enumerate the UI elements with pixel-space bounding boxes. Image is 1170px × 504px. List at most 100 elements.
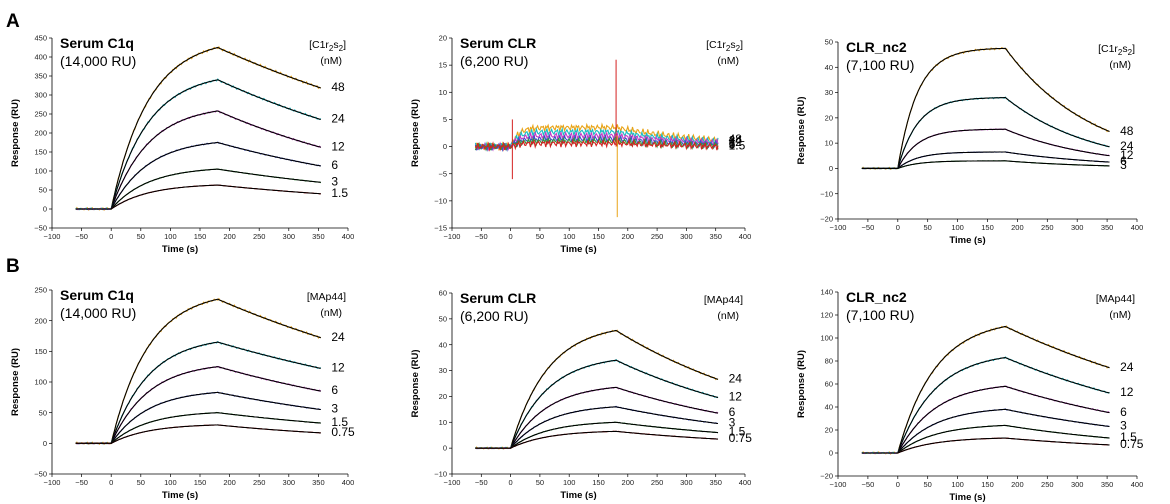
x-tick-label: 350 — [1101, 223, 1114, 232]
y-tick-label: −50 — [34, 470, 47, 479]
x-tick-label: 350 — [312, 232, 325, 241]
fit-curve-12 — [475, 359, 719, 449]
y-tick-label: 80 — [825, 357, 833, 366]
data-trace-24 — [75, 78, 322, 211]
y-tick-label: 450 — [34, 34, 47, 43]
panel-subtitle: (14,000 RU) — [60, 305, 136, 321]
x-axis-label: Time (s) — [949, 235, 985, 246]
analyte-label: [MAp44] — [307, 291, 346, 303]
panel-title: Serum CLR — [460, 290, 536, 306]
fit-curve-12 — [75, 110, 321, 210]
concentration-label: 1.5 — [331, 415, 348, 429]
y-axis-label: Response (RU) — [796, 96, 807, 164]
row-label-a: A — [6, 11, 20, 32]
y-tick-label: 150 — [34, 148, 47, 157]
y-tick-label: 20 — [825, 113, 833, 122]
y-tick-label: −20 — [820, 215, 833, 224]
concentration-label: 12 — [1120, 385, 1134, 399]
y-tick-label: 40 — [825, 403, 833, 412]
concentration-label: 0.75 — [331, 425, 355, 439]
x-tick-label: 250 — [1041, 223, 1054, 232]
panel-subtitle: (7,100 RU) — [846, 57, 914, 73]
analyte-label: [C1r2s2] — [309, 39, 346, 53]
fit-curve-24 — [861, 97, 1110, 169]
concentration-label: 24 — [331, 112, 345, 126]
fit-curve-24 — [475, 329, 719, 449]
data-trace-12 — [75, 110, 322, 211]
x-axis-label: Time (s) — [162, 490, 198, 501]
analyte-label: [MAp44] — [1096, 293, 1135, 305]
fit-curve-1.5 — [861, 424, 1110, 454]
unit-label: (nM) — [1109, 309, 1131, 321]
data-trace-6 — [75, 366, 322, 445]
fit-curve-6 — [861, 385, 1110, 454]
panel-subtitle: (6,200 RU) — [460, 53, 528, 69]
concentration-label: 12 — [331, 361, 345, 375]
y-tick-label: 250 — [34, 110, 47, 119]
x-tick-label: 150 — [981, 480, 994, 489]
x-tick-label: −100 — [444, 478, 461, 487]
x-tick-label: 350 — [709, 478, 722, 487]
concentration-label: 48 — [331, 80, 345, 94]
panel-title: Serum C1q — [60, 35, 134, 51]
x-tick-label: 300 — [283, 232, 296, 241]
y-tick-label: 50 — [439, 314, 447, 323]
fit-curve-0.75 — [75, 424, 321, 444]
unit-label: (nM) — [717, 310, 739, 322]
fit-curve-1.5 — [75, 412, 321, 444]
data-trace-24 — [474, 126, 719, 151]
concentration-label: 6 — [729, 136, 736, 150]
concentration-label: 6 — [1120, 405, 1127, 419]
x-tick-label: 0 — [896, 480, 900, 489]
panel-title: CLR_nc2 — [846, 289, 907, 305]
concentration-label: 6 — [331, 158, 338, 172]
fit-curve-24 — [861, 325, 1110, 454]
y-tick-label: 20 — [439, 34, 447, 43]
panel-subtitle: (14,000 RU) — [60, 53, 136, 69]
x-axis-label: Time (s) — [949, 492, 985, 503]
y-tick-label: 0 — [829, 449, 833, 458]
y-tick-label: 10 — [825, 139, 833, 148]
x-tick-label: 200 — [622, 232, 635, 241]
y-tick-label: 40 — [439, 340, 447, 349]
fit-curve-12 — [861, 128, 1110, 169]
fit-curve-3 — [75, 168, 321, 210]
x-tick-label: 50 — [924, 223, 932, 232]
y-tick-label: 100 — [34, 378, 47, 387]
x-tick-label: 400 — [739, 232, 752, 241]
y-axis-label: Response (RU) — [410, 99, 421, 167]
row-label-b: B — [6, 256, 20, 277]
fit-curve-1.5 — [475, 421, 719, 449]
concentration-label: 6 — [331, 383, 338, 397]
analyte-label: [C1r2s2] — [706, 39, 743, 53]
fit-curve-3 — [861, 160, 1110, 169]
y-tick-label: −20 — [820, 472, 833, 481]
x-tick-label: −100 — [44, 232, 61, 241]
x-tick-label: 300 — [1071, 480, 1084, 489]
y-tick-label: 50 — [39, 186, 47, 195]
x-tick-label: 400 — [739, 478, 752, 487]
x-tick-label: −50 — [862, 480, 875, 489]
y-tick-label: 0 — [43, 205, 47, 214]
y-tick-label: 120 — [820, 311, 833, 320]
y-tick-label: −15 — [434, 224, 447, 233]
concentration-label: 24 — [1120, 360, 1134, 374]
x-tick-label: 400 — [342, 232, 355, 241]
panel-subtitle: (6,200 RU) — [460, 308, 528, 324]
panels: −100 −50 0 50 100 150 200 250 300 350 400−50050100… — [10, 34, 1144, 503]
x-tick-label: 400 — [1131, 480, 1144, 489]
x-tick-label: 150 — [194, 478, 207, 487]
x-tick-label: 100 — [951, 480, 964, 489]
concentration-label: 6 — [729, 405, 736, 419]
concentration-label: 0.75 — [1120, 437, 1144, 451]
y-axis-label: Response (RU) — [10, 99, 21, 167]
y-tick-label: 400 — [34, 53, 47, 62]
x-tick-label: 250 — [253, 478, 266, 487]
x-tick-label: 300 — [680, 232, 693, 241]
concentration-label: 3 — [729, 416, 736, 430]
analyte-label: [MAp44] — [704, 294, 743, 306]
data-trace-12 — [475, 358, 719, 450]
x-tick-label: 350 — [709, 232, 722, 241]
y-tick-label: 0 — [443, 444, 447, 453]
y-axis-label: Response (RU) — [10, 348, 21, 416]
